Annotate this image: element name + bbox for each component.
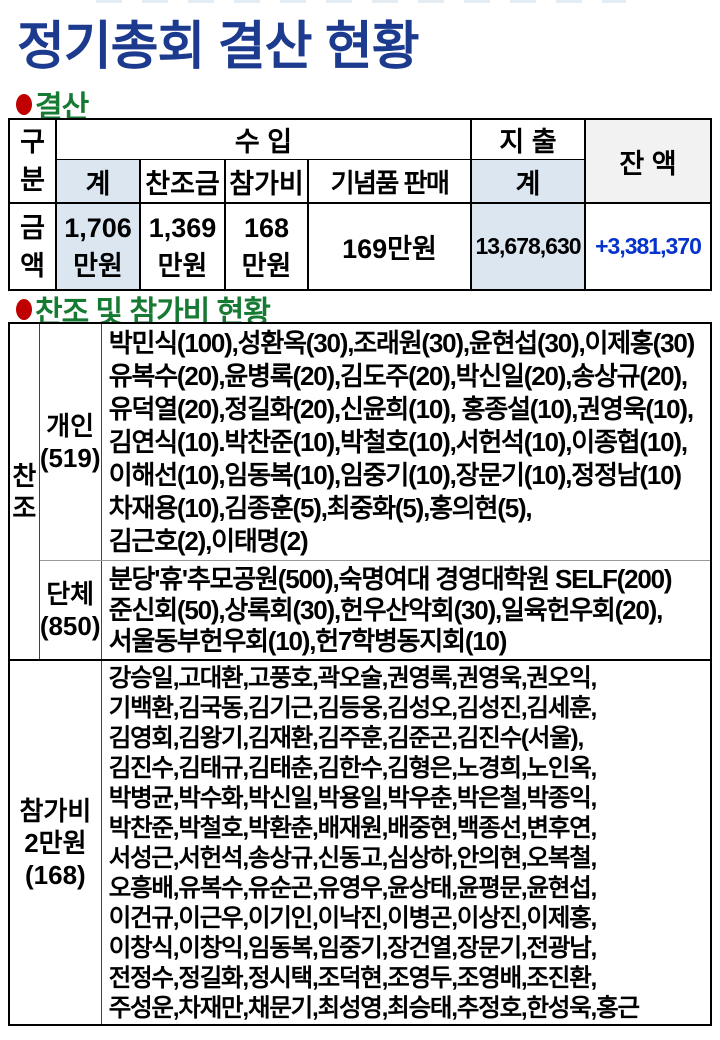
red-bullet-icon [16, 298, 32, 320]
subheader-fee: 참가비 [224, 159, 309, 204]
value-expense-total: 13,678,630 [470, 202, 586, 291]
row-label-organization: 단체 (850) [38, 560, 102, 661]
value-balance: +3,381,370 [584, 202, 712, 291]
header-balance: 잔 액 [584, 118, 712, 204]
contribution-table: 찬 조 개인 (519) 박민식(100),성환옥(30),조래원(30),윤현… [8, 322, 712, 1026]
row-label-fee: 참가비 2만원 (168) [8, 659, 102, 1026]
subheader-expense-total: 계 [470, 159, 586, 204]
value-sponsor: 1,369 만원 [139, 202, 226, 291]
value-souvenir: 169만원 [307, 202, 472, 291]
value-fee: 168 만원 [224, 202, 309, 291]
names-organization: 분당'휴'추모공원(500),숙명여대 경영대학원 SELF(200) 준신회(… [100, 560, 712, 661]
subheader-souvenir: 기념품 판매 [307, 159, 472, 204]
group-label-sponsorship: 찬 조 [8, 322, 40, 661]
row-label-amount: 금 액 [8, 202, 57, 291]
subheader-income-total: 계 [55, 159, 141, 204]
header-income: 수 입 [55, 118, 472, 160]
header-expense: 지 출 [470, 118, 586, 160]
settlement-table: 구 분 수 입 지 출 잔 액 계 찬조금 참가비 기념품 판매 계 금 액 1… [8, 118, 712, 291]
header-category: 구 분 [8, 118, 57, 204]
names-individual: 박민식(100),성환옥(30),조래원(30),윤현섭(30),이제홍(30)… [100, 322, 712, 561]
page-title: 정기총회 결산 현황 [17, 18, 420, 76]
cropped-row-artifact [96, 0, 626, 3]
value-income-total: 1,706 만원 [55, 202, 141, 291]
red-bullet-icon [16, 93, 32, 115]
subheader-sponsor: 찬조금 [139, 159, 226, 204]
row-label-individual: 개인 (519) [38, 322, 102, 561]
names-fee: 강승일,고대환,고풍호,곽오술,권영록,권영욱,권오익, 기백환,김국동,김기근… [100, 659, 712, 1026]
